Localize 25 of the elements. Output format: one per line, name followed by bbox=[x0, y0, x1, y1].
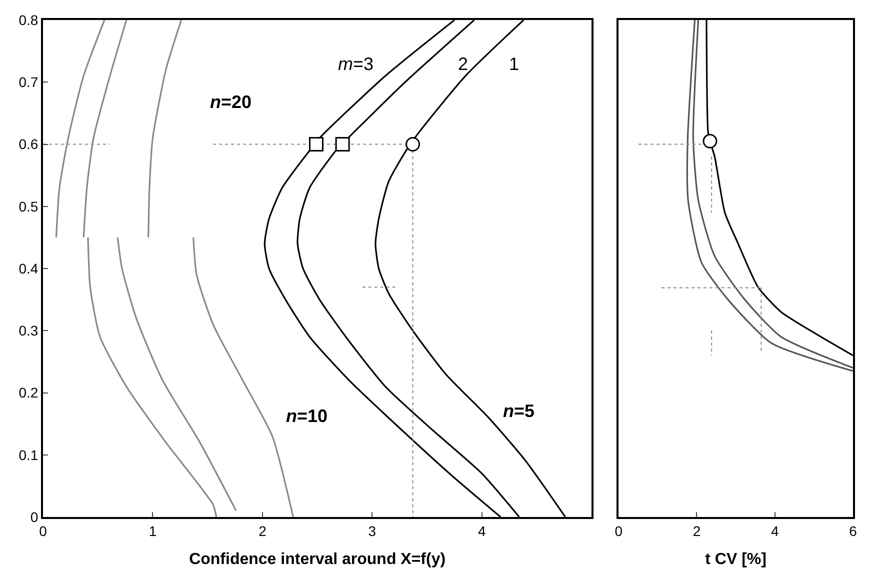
annotation: n=5 bbox=[503, 401, 535, 421]
x-tick-label: 3 bbox=[368, 522, 376, 539]
x-tick-label: 1 bbox=[148, 522, 157, 539]
annotation: 2 bbox=[458, 54, 468, 74]
y-tick-label: 0.7 bbox=[18, 74, 38, 90]
annotation: 1 bbox=[509, 54, 520, 74]
x-tick-label: 4 bbox=[770, 522, 779, 539]
y-tick-label: 0 bbox=[30, 508, 38, 525]
annotation: n=20 bbox=[210, 92, 252, 112]
y-tick-label: 0.5 bbox=[18, 198, 38, 214]
y-tick-label: 0.1 bbox=[18, 446, 38, 463]
x-axis-title: t CV [%] bbox=[705, 551, 766, 568]
x-tick-label: 4 bbox=[478, 522, 486, 539]
y-tick-label: 0.6 bbox=[18, 136, 38, 152]
y-tick-label: 0.4 bbox=[18, 260, 38, 276]
annotation: n=10 bbox=[286, 406, 328, 426]
y-tick-label: 0.3 bbox=[18, 322, 38, 339]
y-tick-label: 0.2 bbox=[18, 384, 38, 401]
annotation: m=3 bbox=[338, 54, 374, 74]
x-axis-title: Confidence interval around X=f(y) bbox=[189, 551, 446, 568]
x-tick-label: 2 bbox=[258, 522, 267, 539]
x-tick-label: 6 bbox=[849, 522, 858, 539]
x-tick-label: 2 bbox=[692, 522, 701, 539]
y-tick-label: 0.8 bbox=[18, 12, 38, 28]
x-tick-label: 0 bbox=[614, 522, 623, 539]
